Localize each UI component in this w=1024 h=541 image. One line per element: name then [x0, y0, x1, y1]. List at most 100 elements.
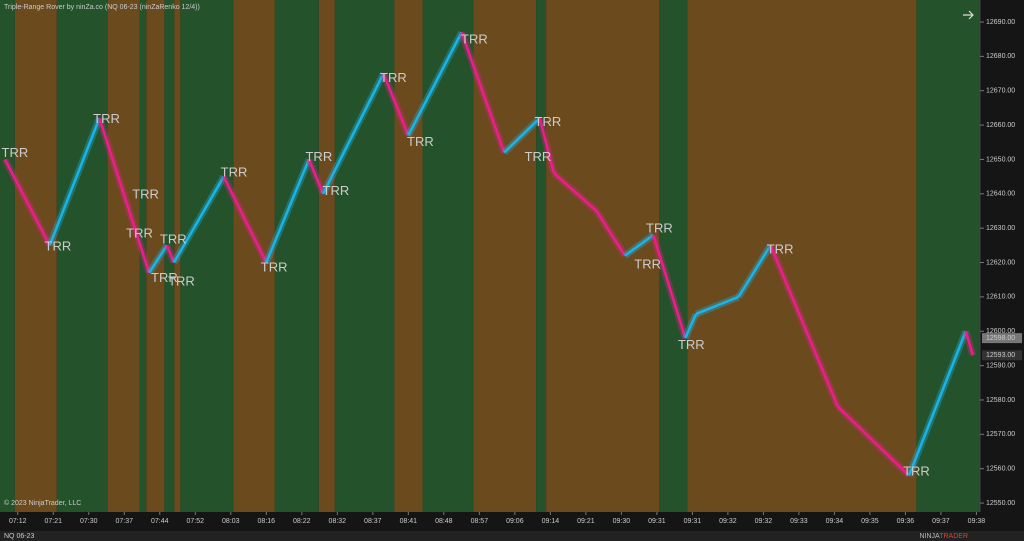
- y-tick-label: 12630.00: [986, 225, 1015, 232]
- y-tick-label: 12560.00: [986, 466, 1015, 473]
- y-tick-label: 12580.00: [986, 397, 1015, 404]
- price-segment: [595, 210, 626, 257]
- regime-band: [274, 0, 319, 512]
- x-tick-label: 09:31: [648, 518, 666, 525]
- price-segment: [737, 244, 772, 298]
- trr-signal: TRR: [160, 232, 187, 247]
- trr-signal: TRR: [634, 257, 661, 272]
- x-tick-label: 09:31: [684, 518, 702, 525]
- trr-signal: TRR: [151, 270, 178, 285]
- y-tick-label: 12570.00: [986, 431, 1015, 438]
- logo-part: TRADER: [939, 533, 968, 540]
- x-tick-label: 09:32: [755, 518, 773, 525]
- trr-signal: TRR: [407, 134, 434, 149]
- trr-signal: TRR: [525, 149, 552, 164]
- regime-band: [659, 0, 688, 512]
- trr-signal: TRR: [45, 239, 72, 254]
- x-tick-label: 09:14: [542, 518, 560, 525]
- price-segment: [222, 176, 268, 264]
- price-segment: [98, 117, 151, 274]
- price-segment: [460, 31, 506, 153]
- price-marker-label: 12598.00: [986, 335, 1015, 342]
- y-tick-label: 12610.00: [986, 294, 1015, 301]
- price-segment: [553, 172, 598, 212]
- trr-signal: TRR: [221, 164, 248, 179]
- x-tick-label: 09:30: [613, 518, 631, 525]
- y-tick-label: 12550.00: [986, 500, 1015, 507]
- regime-band: [394, 0, 423, 512]
- price-segment: [837, 405, 910, 477]
- x-tick-label: 08:57: [471, 518, 489, 525]
- y-tick-label: 12600.00: [986, 328, 1015, 335]
- x-tick-label: 08:16: [258, 518, 276, 525]
- x-tick-label: 07:52: [187, 518, 205, 525]
- trr-signal: TRR: [126, 225, 153, 240]
- price-segment: [907, 330, 967, 477]
- x-tick-label: 07:21: [44, 518, 62, 525]
- x-tick-label: 09:21: [577, 518, 595, 525]
- trr-signal: TRR: [132, 186, 159, 201]
- x-tick-label: 09:34: [826, 518, 844, 525]
- trr-signal: TRR: [646, 220, 673, 235]
- chart-title: Triple-Range Rover by ninZa.co (NQ 06-23…: [4, 4, 200, 11]
- price-segment: [503, 117, 541, 154]
- price-segment: [321, 72, 385, 195]
- y-tick-label: 12680.00: [986, 53, 1015, 60]
- x-tick-label: 07:12: [9, 518, 27, 525]
- price-segment: [684, 313, 698, 339]
- regime-band: [146, 0, 165, 512]
- y-tick-label: 12620.00: [986, 259, 1015, 266]
- regime-band: [180, 0, 234, 512]
- regime-band: [14, 0, 57, 512]
- y-tick-label: 12650.00: [986, 156, 1015, 163]
- x-tick-label: 09:37: [932, 518, 950, 525]
- price-segment: [3, 158, 51, 246]
- x-tick-label: 07:37: [116, 518, 134, 525]
- price-segment: [165, 244, 176, 264]
- scroll-arrow[interactable]: [963, 10, 974, 20]
- x-tick-label: 09:32: [719, 518, 737, 525]
- price-segment: [382, 73, 410, 136]
- price-marker: [982, 333, 1022, 344]
- regime-band: [318, 0, 335, 512]
- price-segment: [172, 175, 225, 264]
- y-axis-panel: [980, 0, 1024, 512]
- logo-part: NINJA: [920, 533, 941, 540]
- regime-band: [473, 0, 537, 512]
- trr-signal: TRR: [261, 259, 288, 274]
- price-segment: [307, 158, 325, 195]
- x-tick-label: 09:06: [506, 518, 524, 525]
- regime-band: [107, 0, 140, 512]
- y-tick-label: 12640.00: [986, 191, 1015, 198]
- trr-signal: TRR: [903, 464, 930, 479]
- copyright: © 2023 NinjaTrader, LLC: [4, 499, 81, 507]
- price-segment: [148, 244, 168, 274]
- price-segment: [652, 234, 687, 339]
- x-tick-label: 08:22: [293, 518, 311, 525]
- instrument-tab[interactable]: NQ 06-23: [4, 533, 34, 540]
- x-tick-label: 08:32: [329, 518, 347, 525]
- price-segment: [407, 31, 463, 136]
- price-segment: [624, 234, 655, 257]
- trr-signal: TRR: [305, 149, 332, 164]
- x-tick-label: 09:35: [861, 518, 879, 525]
- regime-band: [334, 0, 395, 512]
- regime-band: [164, 0, 175, 512]
- logo: NINJATRADER: [920, 533, 969, 540]
- trr-signal: TRR: [323, 183, 350, 198]
- x-tick-label: 09:33: [790, 518, 808, 525]
- y-tick-label: 12660.00: [986, 122, 1015, 129]
- x-tick-label: 08:41: [400, 518, 418, 525]
- trr-signal: TRR: [2, 145, 29, 160]
- price-segment: [48, 117, 101, 246]
- x-tick-label: 08:03: [222, 518, 240, 525]
- x-axis-panel: [0, 512, 1024, 531]
- trr-signal: TRR: [168, 274, 195, 289]
- trr-signal: TRR: [678, 337, 705, 352]
- trr-signal: TRR: [380, 70, 407, 85]
- price-segment: [695, 295, 740, 316]
- y-tick-label: 12690.00: [986, 19, 1015, 26]
- regime-band: [536, 0, 547, 512]
- plot-area: [0, 0, 980, 512]
